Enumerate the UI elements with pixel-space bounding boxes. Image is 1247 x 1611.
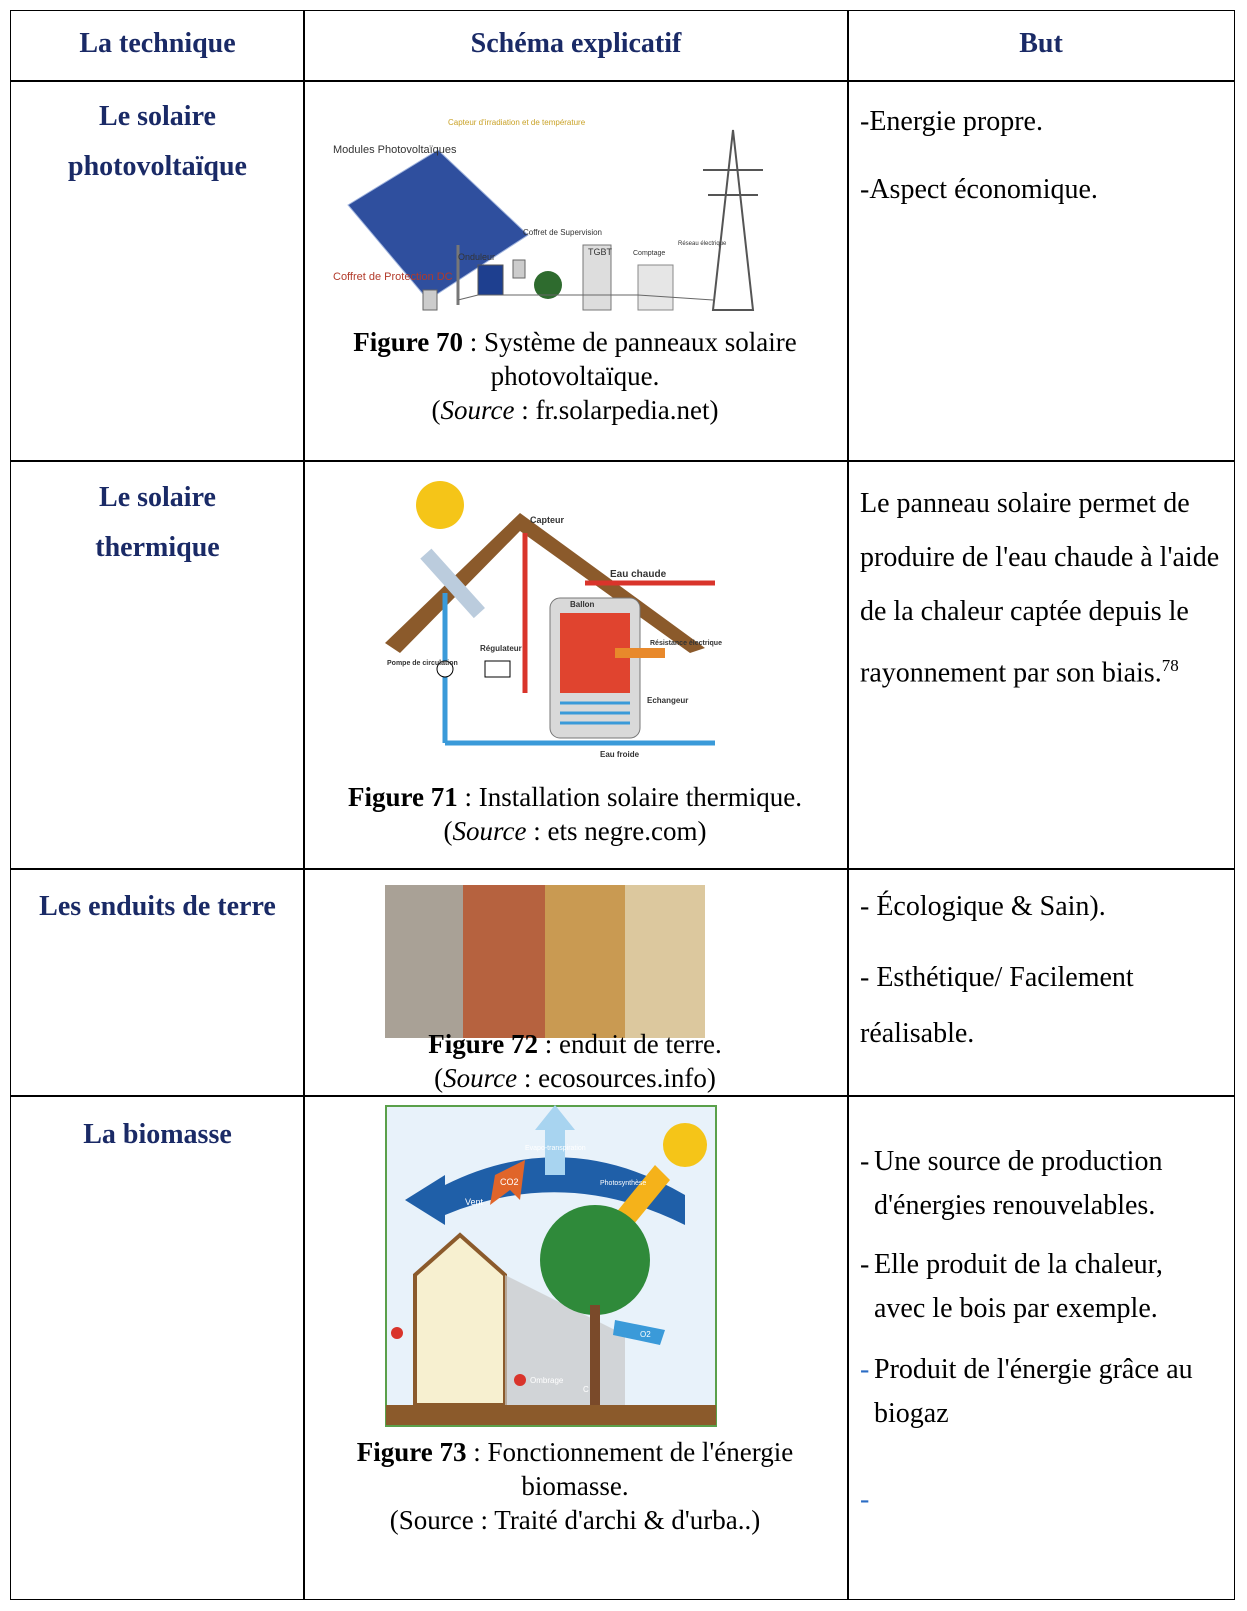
figure-label: Pompe de circulation bbox=[387, 660, 458, 667]
caption: Figure 70 : Système de panneaux solaire … bbox=[320, 325, 830, 427]
goal: -Energie propre. bbox=[860, 106, 1043, 137]
caption: Figure 72 : enduit de terre. (Source : ec… bbox=[320, 1027, 830, 1095]
caption-source: Source bbox=[443, 1063, 518, 1093]
figure-number: Figure 72 bbox=[428, 1029, 539, 1059]
cell bbox=[847, 10, 1235, 82]
caption-text: : Installation solaire thermique. ( bbox=[443, 782, 802, 846]
figure-label: Comptage bbox=[633, 250, 665, 257]
header: Schéma explicatif bbox=[470, 28, 682, 59]
caption-text: : enduit de terre. bbox=[538, 1029, 722, 1059]
paragraph: Le panneau solaire permet de produire de… bbox=[860, 477, 1225, 700]
figure-number: Figure 73 bbox=[356, 1437, 467, 1467]
goal-text: Elle produit de la chaleur, avec le bois… bbox=[874, 1249, 1163, 1324]
bullet: - bbox=[860, 1146, 870, 1177]
technique: Les enduits de terre bbox=[39, 891, 276, 922]
cell bbox=[10, 868, 305, 1097]
goal: - Écologique & Sain). bbox=[860, 891, 1106, 922]
cell bbox=[847, 868, 1235, 1097]
goal-text: Produit de l'énergie grâce au biogaz bbox=[874, 1354, 1193, 1429]
figure-label: Vent bbox=[465, 1197, 484, 1207]
cell bbox=[303, 868, 849, 1097]
caption: Figure 71 : Installation solaire thermiq… bbox=[320, 780, 830, 848]
figure-label: Régulateur bbox=[480, 644, 522, 653]
figure-label: Echangeur bbox=[647, 696, 688, 705]
caption-text: : Système de panneaux solaire photovolta… bbox=[463, 327, 797, 391]
caption-source: ( bbox=[434, 1063, 444, 1093]
figure-label: C bbox=[583, 1385, 589, 1394]
caption-source: : ets negre.com) bbox=[526, 816, 707, 846]
figure-number: Figure 70 bbox=[353, 327, 464, 357]
caption-source: Source bbox=[440, 395, 515, 425]
goal: -Aspect économique. bbox=[860, 174, 1098, 205]
cell bbox=[303, 1095, 849, 1600]
goal: - Une source de production d'énergies ren… bbox=[860, 1140, 1230, 1228]
cell bbox=[10, 80, 305, 462]
figure-label: Capteur d'irradiation et de température bbox=[448, 118, 586, 127]
figure-label: Coffret de Protection DC bbox=[333, 271, 453, 283]
goal-text: Une source de production d'énergies reno… bbox=[874, 1146, 1163, 1221]
figure-label: Eau chaude bbox=[610, 569, 667, 580]
figure-label: O2 bbox=[640, 1330, 651, 1339]
figure-label: Eau froide bbox=[600, 750, 640, 759]
figure-label: Réseau électrique bbox=[678, 241, 727, 247]
figure-label: Onduleur bbox=[458, 252, 495, 262]
figure-label: TGBT bbox=[588, 247, 613, 257]
cell bbox=[303, 460, 849, 870]
figure-label: Capteur bbox=[530, 515, 565, 525]
figure-label: Ballon bbox=[570, 600, 595, 609]
figure-label: Résistance électrique bbox=[650, 640, 722, 647]
cell bbox=[847, 1095, 1235, 1600]
cell bbox=[10, 10, 305, 82]
header: La technique bbox=[79, 28, 236, 59]
caption: Figure 73 : Fonctionnement de l'énergie … bbox=[310, 1435, 840, 1537]
technique: Le solaire thermique bbox=[95, 482, 220, 563]
header: But bbox=[1019, 28, 1063, 59]
cell bbox=[10, 1095, 305, 1600]
goal: - Esthétique/ Facilement réalisable. bbox=[860, 962, 1134, 1049]
technique: Le solaire photovoltaïque bbox=[68, 101, 247, 182]
figure-label: Evapo-transpiration bbox=[525, 1145, 586, 1152]
figure-label: Modules Photovoltaïques bbox=[333, 144, 457, 156]
caption-source: : ecosources.info) bbox=[517, 1063, 716, 1093]
caption-source: ( bbox=[431, 395, 441, 425]
caption-text: : Fonctionnement de l'énergie biomasse. bbox=[466, 1437, 794, 1501]
cell bbox=[303, 10, 849, 82]
cell bbox=[303, 80, 849, 462]
figure-image: Vent CO2 Evapo-transpiration Photosynthè… bbox=[385, 1105, 717, 1427]
figure-label: Photosynthèse bbox=[600, 1180, 646, 1187]
figure-image: Capteur Eau chaude Ballon Régulateur Rés… bbox=[385, 473, 730, 763]
figure-image: Modules Photovoltaïques Capteur d'irradi… bbox=[328, 95, 793, 320]
caption-source: : fr.solarpedia.net) bbox=[514, 395, 719, 425]
figure-label: Coffret de Supervision bbox=[523, 228, 602, 237]
cell bbox=[847, 80, 1235, 462]
bullet: - bbox=[860, 1249, 870, 1280]
footnote: 78 bbox=[1161, 656, 1179, 675]
figure-image bbox=[385, 885, 705, 1038]
figure-number: Figure 71 bbox=[348, 782, 458, 812]
cell bbox=[10, 460, 305, 870]
bullet: - bbox=[860, 1354, 870, 1385]
caption-source: Source bbox=[452, 816, 527, 846]
goal: - Elle produit de la chaleur, avec le boi… bbox=[860, 1243, 1230, 1331]
caption-source: (Source : Traité d'archi & d'urba..) bbox=[389, 1505, 761, 1535]
figure-label: Ombrage bbox=[530, 1376, 564, 1385]
figure-label: CO2 bbox=[500, 1177, 519, 1187]
bullet: - bbox=[860, 1484, 870, 1515]
technique: La biomasse bbox=[83, 1119, 232, 1150]
paragraph-text: Le panneau solaire permet de produire de… bbox=[860, 488, 1220, 689]
cell bbox=[847, 460, 1235, 870]
goal: - Produit de l'énergie grâce au biogaz bbox=[860, 1348, 1230, 1436]
